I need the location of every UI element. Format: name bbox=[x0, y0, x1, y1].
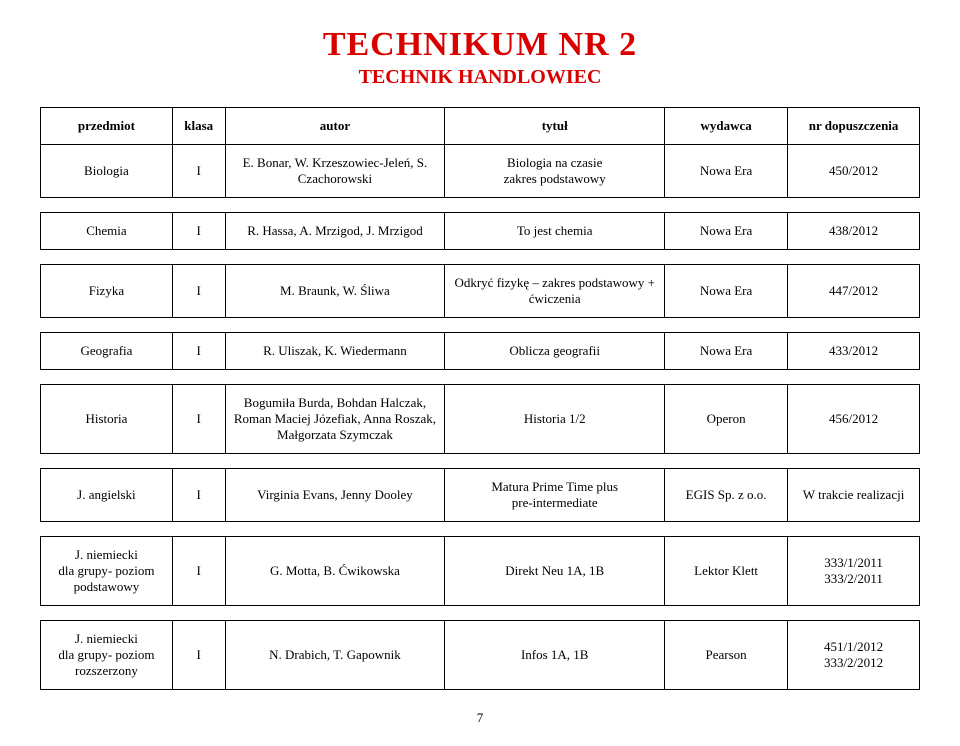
cell-nr: 451/1/2012333/2/2012 bbox=[788, 621, 920, 690]
cell-tytul: Oblicza geografii bbox=[445, 333, 665, 370]
cell-autor: G. Motta, B. Ćwikowska bbox=[225, 537, 445, 606]
cell-wydawca: Nowa Era bbox=[665, 333, 788, 370]
textbook-row-table: Chemia I R. Hassa, A. Mrzigod, J. Mrzigo… bbox=[40, 212, 920, 250]
cell-klasa: I bbox=[172, 385, 225, 454]
cell-tytul: Direkt Neu 1A, 1B bbox=[445, 537, 665, 606]
col-header-wydawca: wydawca bbox=[665, 108, 788, 145]
cell-nr: 333/1/2011333/2/2011 bbox=[788, 537, 920, 606]
cell-przedmiot: Geografia bbox=[41, 333, 173, 370]
cell-wydawca: Nowa Era bbox=[665, 265, 788, 318]
cell-nr: 456/2012 bbox=[788, 385, 920, 454]
textbook-header-table: przedmiot klasa autor tytuł wydawca nr d… bbox=[40, 107, 920, 198]
cell-wydawca: Nowa Era bbox=[665, 145, 788, 198]
cell-klasa: I bbox=[172, 621, 225, 690]
cell-klasa: I bbox=[172, 213, 225, 250]
table-row: Chemia I R. Hassa, A. Mrzigod, J. Mrzigo… bbox=[41, 213, 920, 250]
cell-autor: R. Uliszak, K. Wiedermann bbox=[225, 333, 445, 370]
textbook-row-table: Historia I Bogumiła Burda, Bohdan Halcza… bbox=[40, 384, 920, 454]
textbook-row-table: J. niemieckidla grupy- poziom rozszerzon… bbox=[40, 620, 920, 690]
col-header-nr: nr dopuszczenia bbox=[788, 108, 920, 145]
col-header-tytul: tytuł bbox=[445, 108, 665, 145]
table-row: Fizyka I M. Braunk, W. Śliwa Odkryć fizy… bbox=[41, 265, 920, 318]
cell-nr: 433/2012 bbox=[788, 333, 920, 370]
table-row: J. niemieckidla grupy- poziom podstawowy… bbox=[41, 537, 920, 606]
cell-tytul: Odkryć fizykę – zakres podstawowy + ćwic… bbox=[445, 265, 665, 318]
page-number: 7 bbox=[40, 710, 920, 726]
cell-tytul: Biologia na czasiezakres podstawowy bbox=[445, 145, 665, 198]
cell-przedmiot: Fizyka bbox=[41, 265, 173, 318]
cell-nr: 438/2012 bbox=[788, 213, 920, 250]
cell-przedmiot: Biologia bbox=[41, 145, 173, 198]
textbook-row-table: J. angielski I Virginia Evans, Jenny Doo… bbox=[40, 468, 920, 522]
cell-wydawca: Lektor Klett bbox=[665, 537, 788, 606]
cell-przedmiot: Historia bbox=[41, 385, 173, 454]
page-title: TECHNIKUM NR 2 bbox=[40, 26, 920, 64]
col-header-przedmiot: przedmiot bbox=[41, 108, 173, 145]
cell-tytul: Infos 1A, 1B bbox=[445, 621, 665, 690]
cell-tytul: Historia 1/2 bbox=[445, 385, 665, 454]
textbook-row-table: Geografia I R. Uliszak, K. Wiedermann Ob… bbox=[40, 332, 920, 370]
cell-klasa: I bbox=[172, 469, 225, 522]
cell-nr: 447/2012 bbox=[788, 265, 920, 318]
cell-wydawca: Pearson bbox=[665, 621, 788, 690]
table-header-row: przedmiot klasa autor tytuł wydawca nr d… bbox=[41, 108, 920, 145]
cell-klasa: I bbox=[172, 333, 225, 370]
cell-autor: M. Braunk, W. Śliwa bbox=[225, 265, 445, 318]
cell-klasa: I bbox=[172, 265, 225, 318]
textbook-row-table: J. niemieckidla grupy- poziom podstawowy… bbox=[40, 536, 920, 606]
textbook-row-table: Fizyka I M. Braunk, W. Śliwa Odkryć fizy… bbox=[40, 264, 920, 318]
table-row: J. niemieckidla grupy- poziom rozszerzon… bbox=[41, 621, 920, 690]
cell-autor: Virginia Evans, Jenny Dooley bbox=[225, 469, 445, 522]
cell-nr: W trakcie realizacji bbox=[788, 469, 920, 522]
table-row: J. angielski I Virginia Evans, Jenny Doo… bbox=[41, 469, 920, 522]
cell-klasa: I bbox=[172, 537, 225, 606]
col-header-klasa: klasa bbox=[172, 108, 225, 145]
cell-tytul: To jest chemia bbox=[445, 213, 665, 250]
table-row: Historia I Bogumiła Burda, Bohdan Halcza… bbox=[41, 385, 920, 454]
cell-przedmiot: J. niemieckidla grupy- poziom rozszerzon… bbox=[41, 621, 173, 690]
cell-klasa: I bbox=[172, 145, 225, 198]
cell-autor: E. Bonar, W. Krzeszowiec-Jeleń, S. Czach… bbox=[225, 145, 445, 198]
cell-wydawca: Operon bbox=[665, 385, 788, 454]
page-subtitle: TECHNIK HANDLOWIEC bbox=[40, 66, 920, 89]
cell-przedmiot: J. niemieckidla grupy- poziom podstawowy bbox=[41, 537, 173, 606]
cell-autor: N. Drabich, T. Gapownik bbox=[225, 621, 445, 690]
table-row: Biologia I E. Bonar, W. Krzeszowiec-Jele… bbox=[41, 145, 920, 198]
cell-przedmiot: J. angielski bbox=[41, 469, 173, 522]
cell-przedmiot: Chemia bbox=[41, 213, 173, 250]
cell-tytul: Matura Prime Time pluspre-intermediate bbox=[445, 469, 665, 522]
cell-wydawca: EGIS Sp. z o.o. bbox=[665, 469, 788, 522]
cell-nr: 450/2012 bbox=[788, 145, 920, 198]
table-row: Geografia I R. Uliszak, K. Wiedermann Ob… bbox=[41, 333, 920, 370]
cell-autor: R. Hassa, A. Mrzigod, J. Mrzigod bbox=[225, 213, 445, 250]
cell-wydawca: Nowa Era bbox=[665, 213, 788, 250]
cell-autor: Bogumiła Burda, Bohdan Halczak, Roman Ma… bbox=[225, 385, 445, 454]
col-header-autor: autor bbox=[225, 108, 445, 145]
